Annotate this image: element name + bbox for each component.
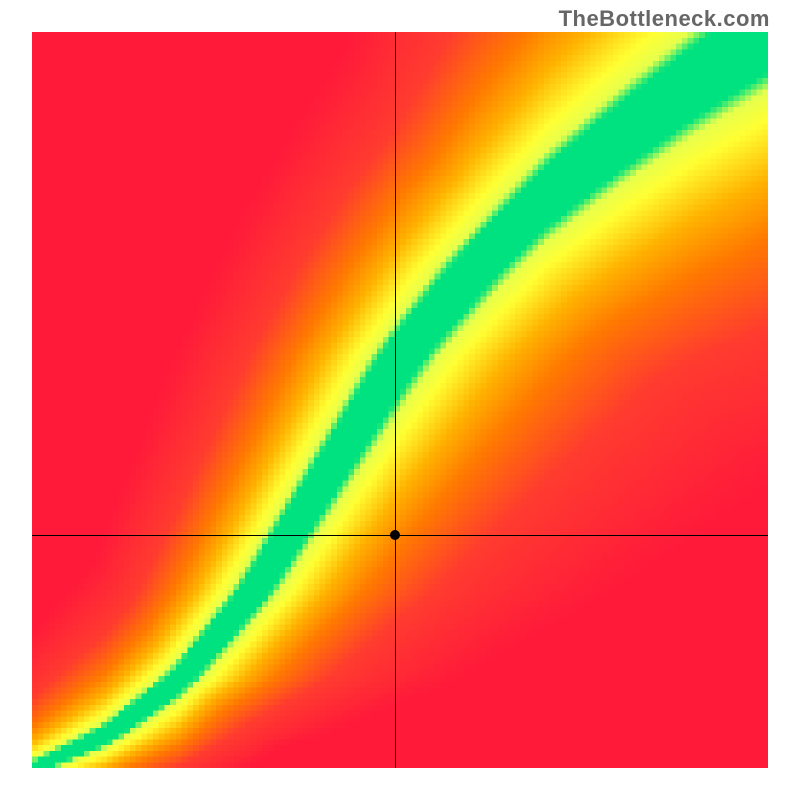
crosshair-horizontal	[32, 535, 768, 536]
heatmap-canvas	[32, 32, 768, 768]
watermark-text: TheBottleneck.com	[559, 6, 770, 32]
heatmap-plot	[30, 30, 770, 770]
crosshair-marker	[390, 530, 400, 540]
crosshair-vertical	[395, 32, 396, 768]
